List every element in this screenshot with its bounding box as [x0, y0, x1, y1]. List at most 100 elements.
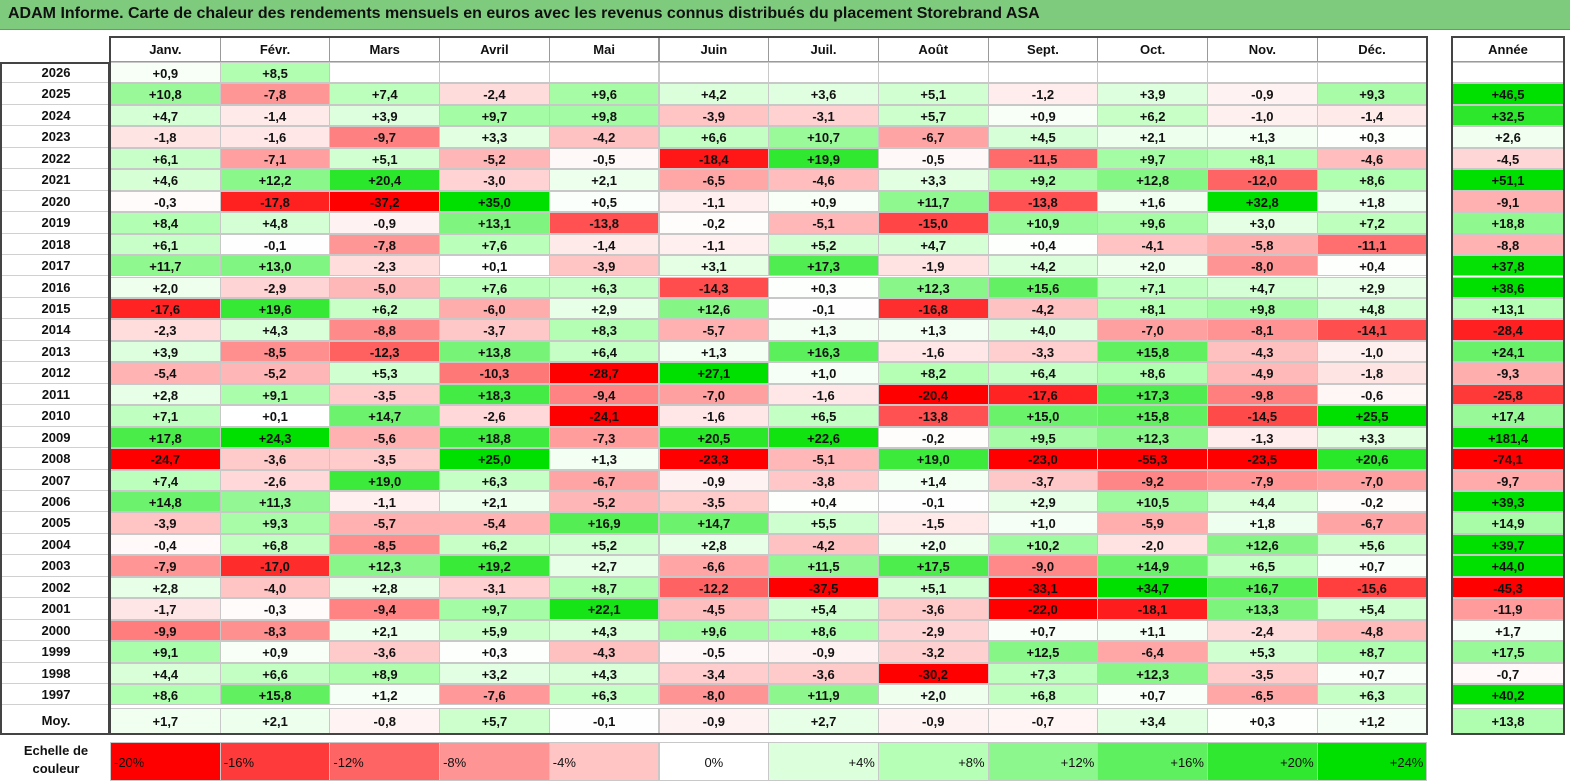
heatmap-cell: -18,4 [658, 147, 770, 170]
heatmap-cell: +5,9 [439, 619, 550, 642]
heatmap-cell: +5,3 [329, 362, 441, 384]
heatmap-cell: +4,6 [110, 169, 221, 191]
heatmap-cell: -5,4 [110, 362, 221, 384]
heatmap-cell: -4,2 [768, 533, 879, 556]
annual-cell: -8,8 [1452, 233, 1564, 256]
heatmap-cell: -9,4 [329, 598, 441, 620]
annual-cell: +181,4 [1452, 426, 1564, 449]
heatmap-cell: +10,5 [1097, 491, 1208, 513]
year-label: 2007 [2, 470, 110, 491]
heatmap-cell: +16,7 [1207, 576, 1318, 599]
heatmap-cell: -3,7 [439, 319, 550, 341]
heatmap-cell: +20,4 [329, 169, 441, 191]
annual-cell: +2,6 [1452, 126, 1564, 148]
heatmap-cell: -4,5 [658, 598, 770, 620]
heatmap-cell: -23,5 [1207, 448, 1318, 470]
heatmap-cell: +1,3 [877, 319, 989, 341]
heatmap-cell: +8,7 [1316, 641, 1428, 663]
heatmap-cell: -17,0 [219, 555, 331, 577]
heatmap-cell: -7,8 [329, 233, 441, 256]
heatmap-cell: -6,7 [877, 126, 989, 148]
heatmap-cell: +12,3 [877, 276, 989, 298]
heatmap-cell: -9,4 [548, 383, 660, 406]
heatmap-cell: -6,0 [439, 297, 550, 320]
heatmap-cell: -0,2 [1316, 491, 1428, 513]
heatmap-cell: +9,2 [987, 169, 1099, 191]
heatmap-cell: -15,6 [1316, 576, 1428, 599]
year-label: 2017 [2, 255, 110, 277]
heatmap-cell: +2,9 [1316, 276, 1428, 298]
heatmap-cell: +4,4 [110, 662, 221, 685]
heatmap-cell: +4,4 [1207, 491, 1318, 513]
heatmap-cell: +19,0 [329, 469, 441, 491]
heatmap-cell: +1,3 [768, 319, 879, 341]
average-cell: +0,3 [1207, 707, 1318, 734]
heatmap-cell: +0,3 [1316, 126, 1428, 148]
year-label: 2009 [2, 427, 110, 449]
heatmap-cell: +5,2 [548, 533, 660, 556]
heatmap-cell: -5,2 [439, 147, 550, 170]
heatmap-cell: +2,0 [877, 533, 989, 556]
heatmap-cell: +25,5 [1316, 405, 1428, 427]
heatmap-cell: +4,3 [548, 662, 660, 685]
heatmap-cell: +15,8 [1097, 340, 1208, 363]
heatmap-cell: +6,3 [548, 276, 660, 298]
heatmap-cell: +1,2 [329, 684, 441, 706]
year-label: 2026 [2, 62, 110, 84]
annual-cell: +24,1 [1452, 340, 1564, 363]
annual-cell: -74,1 [1452, 448, 1564, 470]
month-header: Sept. [987, 36, 1099, 62]
heatmap-cell: +7,1 [110, 405, 221, 427]
heatmap-cell: -2,4 [439, 83, 550, 105]
heatmap-cell: -5,9 [1097, 512, 1208, 534]
heatmap-cell: -28,7 [548, 362, 660, 384]
heatmap-cell: +32,8 [1207, 190, 1318, 213]
heatmap-cell: -1,8 [110, 126, 221, 148]
heatmap-cell: +3,3 [439, 126, 550, 148]
heatmap-cell: -3,3 [987, 340, 1099, 363]
heatmap-cell: +0,9 [768, 190, 879, 213]
year-label: 1997 [2, 684, 110, 706]
heatmap-cell: +8,4 [110, 212, 221, 234]
heatmap-cell [439, 62, 550, 84]
heatmap-cell: +22,6 [768, 426, 879, 449]
color-scale-step: -16% [219, 742, 331, 781]
heatmap-cell: -8,5 [219, 340, 331, 363]
heatmap-cell: +2,8 [658, 533, 770, 556]
heatmap-cell [768, 62, 879, 84]
heatmap-cell: +0,7 [1097, 684, 1208, 706]
heatmap-cell: -0,9 [768, 641, 879, 663]
heatmap-cell: +4,2 [658, 83, 770, 105]
heatmap-cell: +0,9 [987, 104, 1099, 127]
heatmap-cell: +16,3 [768, 340, 879, 363]
heatmap-cell: -8,0 [658, 684, 770, 706]
heatmap-cell [548, 62, 660, 84]
heatmap-cell: -0,3 [110, 190, 221, 213]
heatmap-cell: +8,6 [768, 619, 879, 642]
annual-cell: +39,3 [1452, 491, 1564, 513]
heatmap-cell: +6,5 [768, 405, 879, 427]
year-label: 2000 [2, 620, 110, 642]
annual-cell: +17,4 [1452, 405, 1564, 427]
heatmap-cell: -4,3 [1207, 340, 1318, 363]
heatmap-cell: +8,1 [1207, 147, 1318, 170]
year-label: 2002 [2, 577, 110, 599]
annual-cell: -9,7 [1452, 469, 1564, 491]
heatmap-cell: +12,2 [219, 169, 331, 191]
heatmap-cell: -5,7 [658, 319, 770, 341]
heatmap-cell: +3,9 [1097, 83, 1208, 105]
heatmap-cell: -3,9 [658, 104, 770, 127]
heatmap-cell: +7,6 [439, 233, 550, 256]
heatmap-cell: +2,0 [110, 276, 221, 298]
heatmap-cell: +4,8 [219, 212, 331, 234]
heatmap-cell: +12,8 [1097, 169, 1208, 191]
heatmap-cell: -3,5 [1207, 662, 1318, 685]
heatmap-cell: +9,1 [219, 383, 331, 406]
heatmap-cell: +1,3 [1207, 126, 1318, 148]
average-cell: -0,1 [548, 707, 660, 734]
heatmap-cell: +6,1 [110, 233, 221, 256]
heatmap-cell: -23,0 [987, 448, 1099, 470]
heatmap-cell: -13,8 [987, 190, 1099, 213]
heatmap-cell: +12,6 [1207, 533, 1318, 556]
